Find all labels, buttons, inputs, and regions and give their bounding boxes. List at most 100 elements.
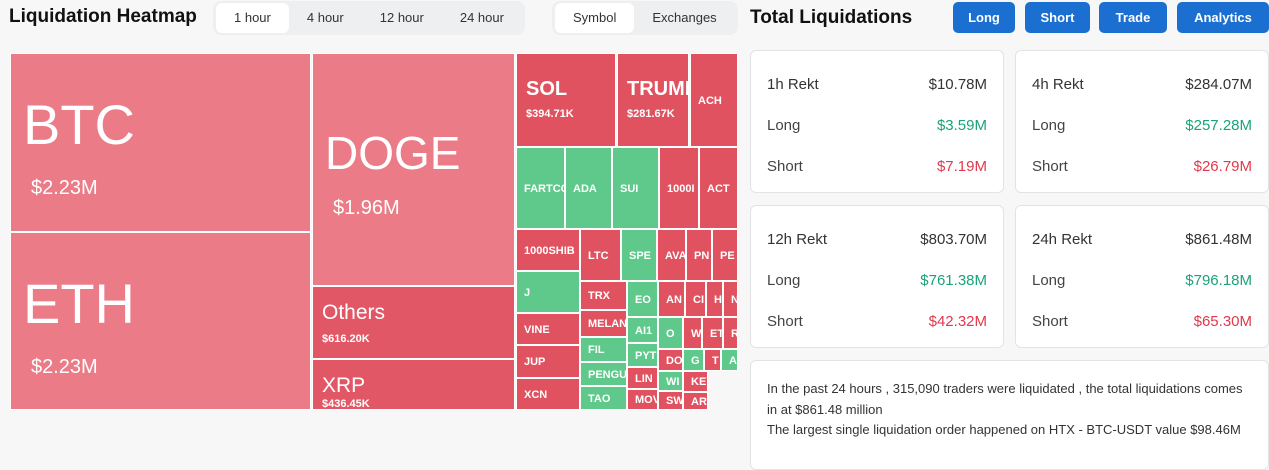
- row-value: $3.59M: [936, 117, 987, 134]
- cell-label: EO: [635, 293, 651, 306]
- heatmap-cell[interactable]: N: [723, 281, 738, 317]
- heatmap: BTC $2.23M ETH $2.23M DOGE $1.96M Others $616.2…: [10, 53, 738, 410]
- heatmap-cell[interactable]: O: [658, 317, 683, 349]
- heatmap-cell[interactable]: TRUMI $281.67K: [617, 53, 689, 147]
- heatmap-cell[interactable]: SW: [658, 391, 683, 410]
- cell-label: TRX: [588, 290, 610, 302]
- heatmap-cell[interactable]: SOL $394.71K: [516, 53, 616, 147]
- cell-label: SUI: [620, 182, 639, 195]
- heatmap-cell[interactable]: AI1: [627, 317, 658, 343]
- heatmap-cell[interactable]: KEY: [683, 371, 708, 392]
- heatmap-cell[interactable]: WI: [658, 371, 683, 391]
- tab[interactable]: Exchanges: [652, 10, 717, 25]
- heatmap-cell[interactable]: CI: [685, 281, 706, 317]
- row-value: $257.28M: [1185, 117, 1252, 134]
- heatmap-cell[interactable]: ARI: [683, 392, 708, 410]
- heatmap-cell[interactable]: W: [683, 317, 702, 349]
- cell-label: PENGU: [588, 368, 627, 381]
- cell-value: $436.45K: [322, 398, 370, 410]
- card-title: 1h Rekt: [767, 76, 819, 93]
- rekt-card: 12h Rekt $803.70M Long $761.38M Short $42.32M: [750, 205, 1004, 348]
- heatmap-cell[interactable]: AN: [658, 281, 685, 317]
- heatmap-cell[interactable]: DO: [658, 349, 683, 371]
- heatmap-cell[interactable]: SUI: [612, 147, 659, 229]
- action-button[interactable]: Long: [953, 2, 1015, 33]
- heatmap-cell[interactable]: VINE: [516, 313, 580, 345]
- cell-label: ACT: [707, 182, 730, 195]
- heatmap-cell[interactable]: G: [683, 349, 704, 371]
- heatmap-cell[interactable]: A: [721, 349, 738, 371]
- cell-label: SOL: [526, 78, 568, 100]
- row-label: Long: [767, 272, 801, 289]
- card-header: 1h Rekt $10.78M: [767, 76, 987, 93]
- heatmap-cell[interactable]: 1000SHIB: [516, 229, 580, 271]
- tab[interactable]: 4 hour: [306, 10, 344, 25]
- heatmap-cell[interactable]: PENGU: [580, 362, 627, 386]
- heatmap-cell[interactable]: AVA: [657, 229, 686, 281]
- cell-label: XCN: [524, 388, 548, 401]
- heatmap-cell[interactable]: ETH $2.23M: [10, 232, 311, 410]
- cell-label: J: [524, 286, 531, 299]
- card-header: 24h Rekt $861.48M: [1032, 231, 1252, 248]
- row-label: Short: [767, 313, 803, 330]
- card-row: Short $65.30M: [1032, 313, 1252, 330]
- heatmap-cell[interactable]: PE: [712, 229, 738, 281]
- heatmap-cell[interactable]: ACT: [699, 147, 738, 229]
- cell-value: $281.67K: [627, 108, 675, 120]
- heatmap-cell[interactable]: 1000I: [659, 147, 699, 229]
- heatmap-cell[interactable]: T: [704, 349, 721, 371]
- heatmap-cell[interactable]: PYT: [627, 343, 658, 367]
- tab[interactable]: Symbol: [555, 3, 635, 33]
- row-value: $26.79M: [1193, 158, 1252, 175]
- cell-label: AI1: [635, 324, 653, 337]
- heatmap-cell[interactable]: ET: [702, 317, 723, 349]
- cell-label: ADA: [573, 182, 597, 195]
- action-button[interactable]: Analytics: [1177, 2, 1269, 33]
- card-row: Long $3.59M: [767, 117, 987, 134]
- group-tabs: Symbol Exchanges: [552, 1, 738, 35]
- heatmap-cell[interactable]: TAO: [580, 386, 627, 410]
- heatmap-cell[interactable]: FIL: [580, 337, 627, 362]
- cell-label: O: [666, 327, 675, 340]
- action-button[interactable]: Trade: [1099, 2, 1167, 33]
- cell-label: WI: [666, 375, 680, 388]
- heatmap-cell[interactable]: BTC $2.23M: [10, 53, 311, 232]
- card-title: 12h Rekt: [767, 231, 828, 248]
- heatmap-cell[interactable]: LIN: [627, 367, 658, 389]
- time-tabs: 1 hour 4 hour 12 hour 24 hour: [213, 1, 525, 35]
- totals-title: Total Liquidations: [750, 7, 913, 28]
- cell-label: T: [712, 354, 719, 367]
- heatmap-cell[interactable]: LTC: [580, 229, 621, 281]
- cell-label: TRUMI: [627, 78, 689, 100]
- heatmap-cell[interactable]: ADA: [565, 147, 612, 229]
- heatmap-cell[interactable]: TRX: [580, 281, 627, 310]
- heatmap-cell[interactable]: Others $616.20K: [312, 286, 515, 359]
- tab[interactable]: 1 hour: [216, 3, 289, 33]
- cell-label: PYT: [635, 349, 657, 362]
- cell-label: VINE: [524, 323, 550, 336]
- cell-label: LIN: [635, 372, 653, 385]
- tab[interactable]: 12 hour: [379, 10, 424, 25]
- heatmap-cell[interactable]: MOV: [627, 389, 658, 410]
- heatmap-cell[interactable]: ACH: [690, 53, 738, 147]
- heatmap-cell[interactable]: SPE: [621, 229, 657, 281]
- heatmap-cell[interactable]: FARTCO: [516, 147, 565, 229]
- cell-label: XRP: [322, 374, 366, 397]
- row-label: Short: [1032, 313, 1068, 330]
- row-value: $796.18M: [1185, 272, 1252, 289]
- heatmap-cell[interactable]: JUP: [516, 345, 580, 378]
- heatmap-cell[interactable]: MELAN: [580, 310, 627, 337]
- heatmap-cell[interactable]: PN: [686, 229, 712, 281]
- cell-label: DOGE: [325, 127, 461, 179]
- heatmap-cell[interactable]: R: [723, 317, 738, 349]
- heatmap-cell[interactable]: EO: [627, 281, 658, 317]
- action-button[interactable]: Short: [1025, 2, 1090, 33]
- heatmap-cell[interactable]: J: [516, 271, 580, 313]
- heatmap-cell[interactable]: XCN: [516, 378, 580, 410]
- heatmap-cell[interactable]: DOGE $1.96M: [312, 53, 515, 286]
- heatmap-cell[interactable]: H: [706, 281, 723, 317]
- card-row: Short $7.19M: [767, 158, 987, 175]
- row-label: Long: [767, 117, 801, 134]
- tab[interactable]: 24 hour: [459, 10, 504, 25]
- heatmap-cell[interactable]: XRP $436.45K: [312, 359, 515, 410]
